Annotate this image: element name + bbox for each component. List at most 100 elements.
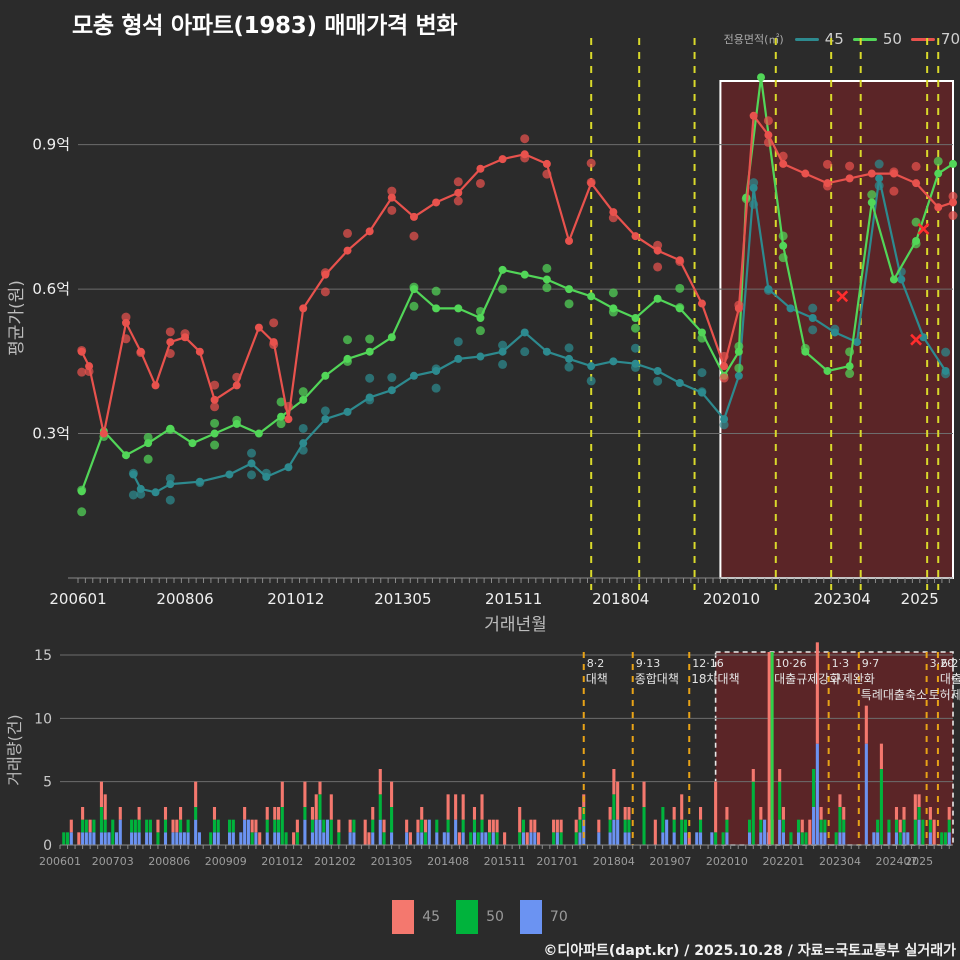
volume-bar-50[interactable] <box>789 832 793 845</box>
volume-bar-45[interactable] <box>574 819 578 833</box>
price-point-45[interactable] <box>675 379 684 387</box>
volume-bar-70[interactable] <box>145 832 149 845</box>
volume-bar-70[interactable] <box>133 832 137 845</box>
volume-bar-45[interactable] <box>292 832 296 845</box>
volume-bar-45[interactable] <box>454 794 458 820</box>
price-point-50[interactable] <box>454 304 463 313</box>
price-point-45[interactable] <box>542 347 551 356</box>
volume-bar-70[interactable] <box>310 832 314 845</box>
volume-bar-45[interactable] <box>653 819 657 845</box>
price-point-70[interactable] <box>432 198 441 207</box>
volume-bar-70[interactable] <box>130 832 134 845</box>
price-point-45[interactable] <box>321 415 330 424</box>
volume-bar-50[interactable] <box>902 819 906 833</box>
price-point-45[interactable] <box>853 338 862 347</box>
volume-bar-50[interactable] <box>823 819 827 833</box>
volume-bar-50[interactable] <box>721 832 725 845</box>
price-point-45[interactable] <box>734 371 743 380</box>
volume-bar-45[interactable] <box>250 819 254 833</box>
volume-bar-45[interactable] <box>947 807 951 820</box>
price-point-45[interactable] <box>587 362 596 371</box>
volume-bar-70[interactable] <box>672 832 676 845</box>
volume-bar-70[interactable] <box>69 832 73 845</box>
price-point-50[interactable] <box>845 362 854 371</box>
volume-bar-45[interactable] <box>627 807 631 820</box>
price-point-70[interactable] <box>867 169 876 178</box>
volume-bar-70[interactable] <box>725 832 729 845</box>
volume-bar-70[interactable] <box>812 807 816 845</box>
price-point-70[interactable] <box>631 232 640 241</box>
volume-bar-45[interactable] <box>902 807 906 820</box>
volume-bar-70[interactable] <box>710 832 714 845</box>
volume-bar-50[interactable] <box>65 832 70 845</box>
volume-bar-45[interactable] <box>179 807 183 820</box>
volume-bar-45[interactable] <box>171 819 175 833</box>
volume-bar-45[interactable] <box>69 819 73 833</box>
volume-bar-45[interactable] <box>280 781 284 807</box>
volume-bar-50[interactable] <box>842 819 846 833</box>
price-point-45[interactable] <box>808 314 817 322</box>
volume-bar-50[interactable] <box>947 819 951 833</box>
volume-bar-50[interactable] <box>137 819 141 833</box>
volume-bar-50[interactable] <box>212 819 217 833</box>
volume-bar-50[interactable] <box>940 832 944 845</box>
volume-bar-50[interactable] <box>476 832 480 845</box>
volume-bar-50[interactable] <box>295 832 299 845</box>
volume-bar-45[interactable] <box>99 781 103 807</box>
volume-bar-45[interactable] <box>77 832 81 845</box>
volume-bar-70[interactable] <box>318 819 322 845</box>
volume-bar-70[interactable] <box>84 832 88 845</box>
volume-bar-70[interactable] <box>597 832 601 845</box>
volume-bar-70[interactable] <box>699 832 703 845</box>
price-point-45[interactable] <box>409 371 418 380</box>
price-point-70[interactable] <box>949 198 957 207</box>
volume-chart[interactable]: 0 5 10 15 거래량(건) 200601 200703 200806 200909 2010… <box>0 640 960 900</box>
volume-bar-70[interactable] <box>819 832 823 845</box>
volume-bar-50[interactable] <box>898 832 902 845</box>
volume-bar-45[interactable] <box>416 819 420 833</box>
price-point-45[interactable] <box>565 354 574 363</box>
volume-bar-70[interactable] <box>303 819 307 845</box>
volume-bar-45[interactable] <box>295 819 299 833</box>
volume-bar-45[interactable] <box>314 794 318 820</box>
price-point-45[interactable] <box>653 366 662 375</box>
volume-bar-50[interactable] <box>435 819 439 833</box>
volume-bar-45[interactable] <box>137 807 141 820</box>
volume-bar-50[interactable] <box>446 819 450 833</box>
volume-bar-50[interactable] <box>804 832 808 845</box>
price-chart[interactable]: 0.3억 0.6억 0.9억 200601 200806 201012 201305 2015… <box>0 0 960 640</box>
price-point-50[interactable] <box>277 412 286 421</box>
volume-bar-50[interactable] <box>284 832 288 845</box>
price-point-70[interactable] <box>210 395 219 404</box>
volume-bar-70[interactable] <box>683 832 688 845</box>
volume-bar-50[interactable] <box>280 807 284 845</box>
price-point-45[interactable] <box>609 357 618 366</box>
volume-bar-45[interactable] <box>555 819 559 833</box>
volume-bar-45[interactable] <box>680 794 684 820</box>
volume-bar-70[interactable] <box>148 832 152 845</box>
price-point-45[interactable] <box>875 174 884 183</box>
volume-bar-70[interactable] <box>838 832 842 845</box>
price-point-70[interactable] <box>542 159 551 168</box>
price-point-70[interactable] <box>779 159 788 168</box>
volume-bar-45[interactable] <box>390 781 394 807</box>
volume-bar-45[interactable] <box>533 819 537 833</box>
volume-bar-45[interactable] <box>838 794 842 807</box>
volume-bar-50[interactable] <box>216 819 220 833</box>
legend-bottom-item-50[interactable]: 50 <box>456 900 504 934</box>
volume-bar-50[interactable] <box>322 819 326 833</box>
volume-bar-70[interactable] <box>616 819 620 845</box>
volume-bar-70[interactable] <box>661 832 665 845</box>
volume-bar-70[interactable] <box>228 832 232 845</box>
volume-bar-45[interactable] <box>408 832 412 845</box>
price-point-45[interactable] <box>284 463 293 472</box>
volume-bar-70[interactable] <box>273 832 277 845</box>
price-point-50[interactable] <box>949 159 957 168</box>
volume-bar-50[interactable] <box>265 819 269 833</box>
volume-bar-45[interactable] <box>273 807 277 820</box>
volume-bar-50[interactable] <box>578 819 582 833</box>
price-point-70[interactable] <box>284 415 293 424</box>
volume-bar-50[interactable] <box>751 781 755 845</box>
volume-bar-45[interactable] <box>616 781 620 820</box>
price-point-45[interactable] <box>387 386 396 395</box>
